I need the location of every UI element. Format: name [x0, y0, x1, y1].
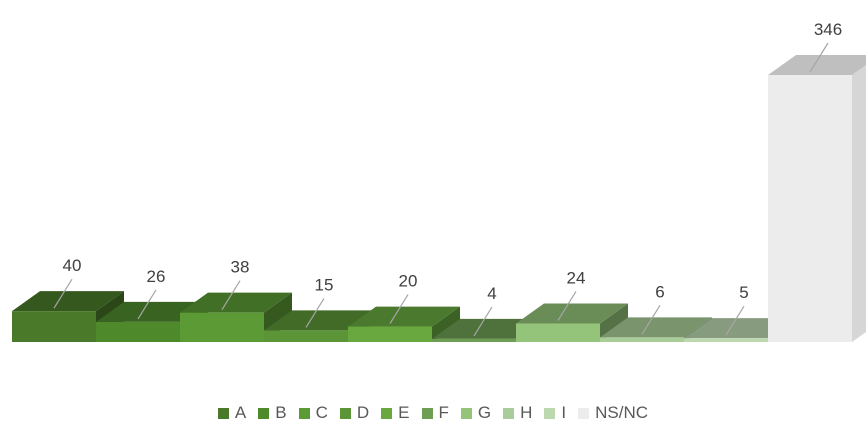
- legend-label: F: [438, 403, 449, 422]
- chart-legend: A B C D E F G H I NS/NC: [0, 400, 866, 426]
- legend-item-a: A: [217, 403, 247, 423]
- legend-swatch: [421, 407, 433, 419]
- legend-item-g: G: [460, 403, 492, 423]
- legend-swatch: [460, 407, 472, 419]
- data-label-h: 6: [655, 282, 664, 301]
- leader-line: [809, 42, 829, 73]
- legend-label: A: [234, 403, 247, 422]
- leader-line: [221, 280, 241, 310]
- leader-line: [137, 289, 157, 320]
- leader-line: [305, 298, 325, 328]
- legend-item-ns-nc: NS/NC: [578, 403, 648, 423]
- bar-ns-nc: [768, 55, 866, 342]
- bar-c: [180, 292, 292, 342]
- legend-item-d: D: [339, 403, 370, 423]
- leader-line: [641, 305, 661, 335]
- data-labels-group: 40 26 38 15 20 4 24 6 5 346: [53, 20, 842, 337]
- legend-item-i: I: [544, 403, 566, 423]
- data-label-b: 26: [147, 267, 166, 286]
- legend-label: NS/NC: [595, 403, 649, 422]
- legend-swatch: [339, 407, 351, 419]
- leader-line: [725, 305, 745, 336]
- legend-swatch: [578, 407, 590, 419]
- data-label-ns-nc: 346: [814, 20, 842, 39]
- legend-label: B: [275, 403, 287, 422]
- data-label-i: 5: [739, 283, 748, 302]
- data-label-c: 38: [231, 258, 250, 277]
- data-label-g: 24: [567, 268, 586, 287]
- legend-swatch: [258, 407, 270, 419]
- legend-swatch: [544, 407, 556, 419]
- legend-label: G: [477, 403, 492, 422]
- data-label-e: 20: [399, 272, 418, 291]
- legend-item-f: F: [421, 403, 449, 423]
- legend-label: I: [561, 403, 567, 422]
- legend-label: E: [398, 403, 410, 422]
- leader-line: [473, 306, 493, 337]
- legend-swatch: [503, 407, 515, 419]
- legend-label: C: [315, 403, 328, 422]
- legend-swatch: [217, 407, 229, 419]
- legend-item-b: B: [258, 403, 287, 423]
- legend-item-e: E: [381, 403, 410, 423]
- data-label-f: 4: [487, 284, 496, 303]
- legend-label: H: [520, 403, 533, 422]
- bar-e: [348, 306, 460, 342]
- bar-a: [12, 291, 124, 342]
- leader-line: [557, 291, 577, 321]
- bar-chart: 40 26 38 15 20 4 24 6 5 346: [12, 20, 866, 342]
- bar-g: [516, 303, 628, 342]
- legend-swatch: [298, 407, 310, 419]
- data-label-a: 40: [63, 256, 82, 275]
- legend-label: D: [356, 403, 370, 422]
- leader-line: [53, 278, 73, 309]
- legend-item-h: H: [503, 403, 532, 423]
- bars-group: [12, 55, 866, 342]
- data-label-d: 15: [315, 275, 334, 294]
- legend-item-c: C: [298, 403, 328, 423]
- legend-swatch: [381, 407, 393, 419]
- leader-line: [389, 294, 409, 324]
